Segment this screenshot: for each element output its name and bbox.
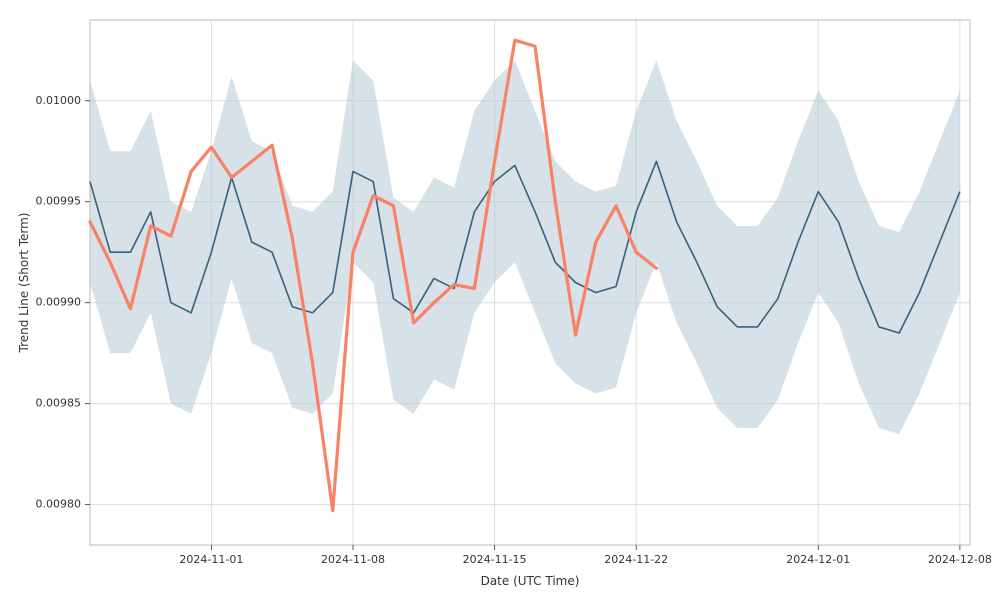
x-tick-label: 2024-11-22 bbox=[604, 553, 668, 566]
y-tick-label: 0.00980 bbox=[36, 498, 82, 511]
y-axis-label: Trend Line (Short Term) bbox=[17, 213, 31, 354]
x-axis-label: Date (UTC Time) bbox=[481, 574, 580, 588]
x-tick-label: 2024-11-08 bbox=[321, 553, 385, 566]
y-tick-label: 0.01000 bbox=[36, 94, 82, 107]
x-tick-label: 2024-11-15 bbox=[463, 553, 527, 566]
x-tick-label: 2024-12-08 bbox=[928, 553, 992, 566]
x-tick-label: 2024-12-01 bbox=[786, 553, 850, 566]
y-tick-label: 0.00995 bbox=[36, 195, 82, 208]
y-tick-label: 0.00990 bbox=[36, 296, 82, 309]
chart-canvas: 0.00980 0.00985 0.00990 0.00995 0.01000 2024-… bbox=[0, 0, 1000, 600]
trend-chart: 0.00980 0.00985 0.00990 0.00995 0.01000 2024-… bbox=[0, 0, 1000, 600]
x-tick-label: 2024-11-01 bbox=[179, 553, 243, 566]
y-tick-label: 0.00985 bbox=[36, 397, 82, 410]
